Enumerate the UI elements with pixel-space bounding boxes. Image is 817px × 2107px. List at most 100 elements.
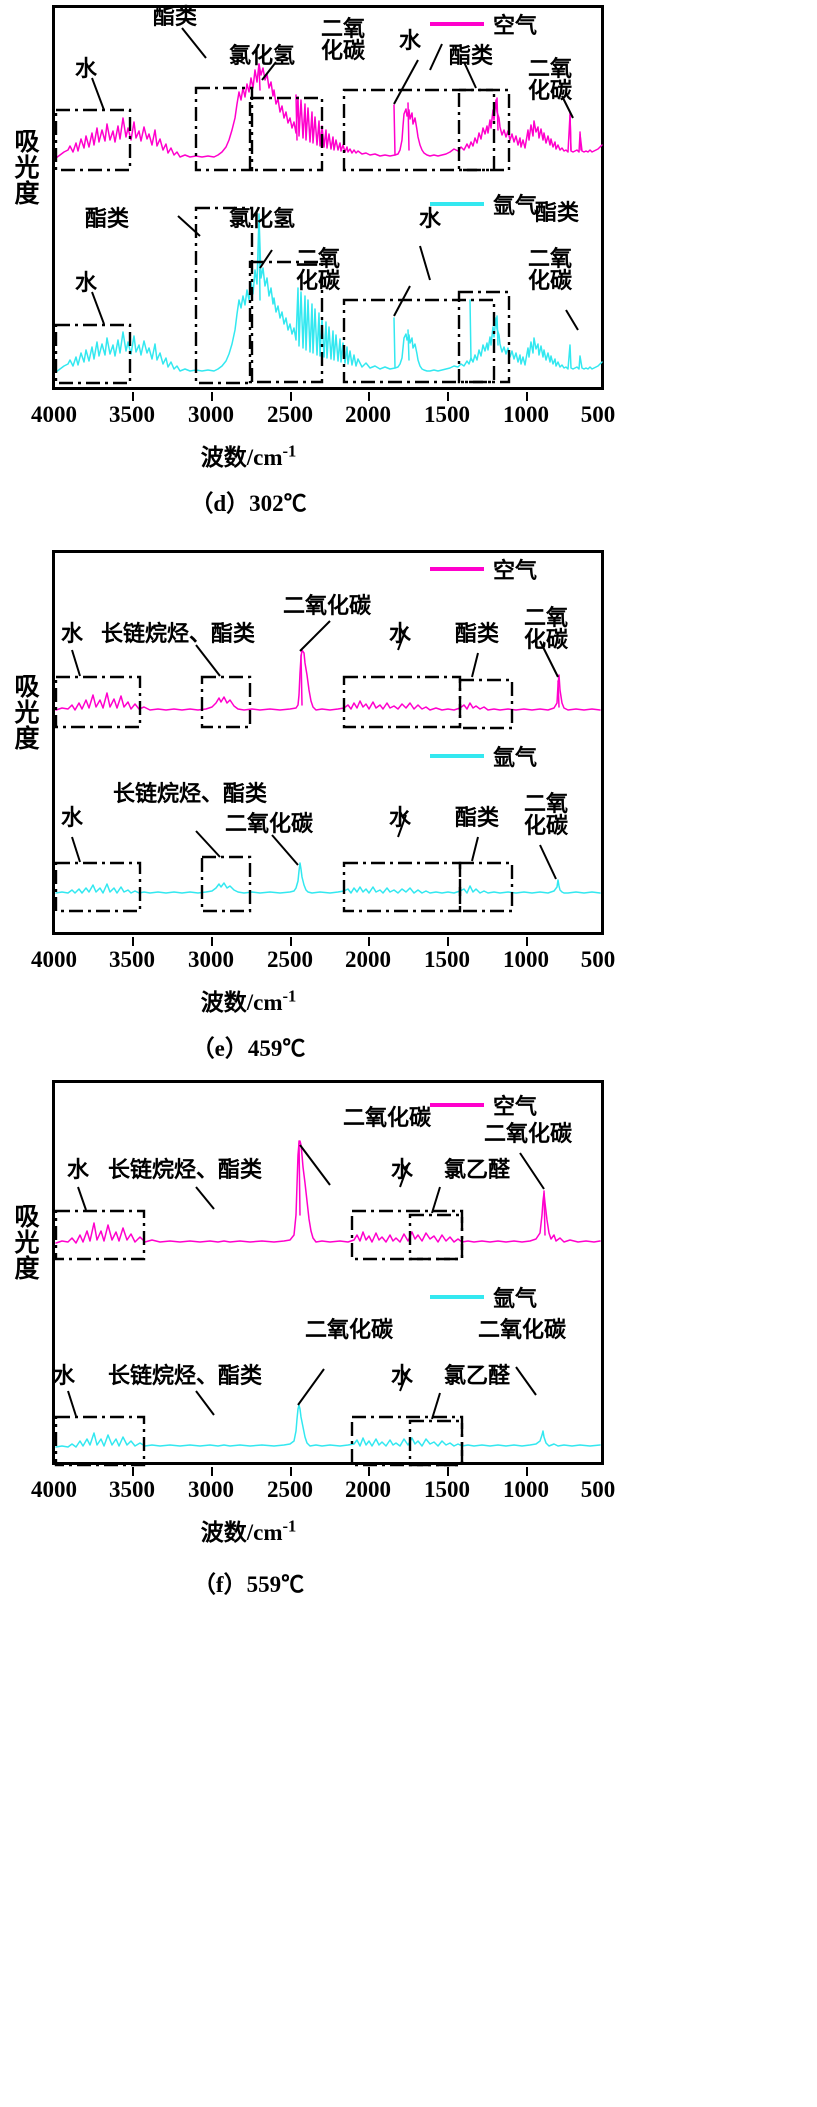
annotation-ester-air-e: 酯类 [454, 621, 499, 646]
region-box-ester-argon-e [458, 861, 514, 913]
legend-air-f[interactable]: 空气 [430, 1089, 537, 1121]
leader-water2-argon-e [397, 814, 407, 838]
leader-ester-air-e [471, 652, 479, 678]
region-box-ester-air-d [194, 86, 254, 172]
curve-air-f [55, 1140, 601, 1244]
legend-label-air-e: 空气 [493, 558, 538, 583]
annotation-water-air-d: 水 [74, 56, 97, 81]
region-box-chloroacet-air-f [408, 1213, 464, 1261]
annotation-water2-argon-f: 水 [390, 1363, 413, 1388]
annotation-alkane-air-f: 长链烷烃、酯类 [107, 1157, 262, 1182]
region-box-ester2-air-d [457, 88, 511, 172]
x-ticks-d: 4000 3500 3000 2500 2000 1500 1000 500 [0, 392, 817, 432]
annotation-co2b-argon-f: 二氧化碳 [477, 1317, 566, 1342]
annotation-water-argon-d: 水 [74, 270, 97, 295]
annotation-co2-argon-d: 二氧 化碳 [295, 246, 340, 293]
annotation-ester2-argon-d: 酯类 [534, 200, 579, 225]
x-axis-title-sup: -1 [282, 986, 297, 1006]
plot-frame-f [52, 1080, 604, 1465]
legend-line-argon-e [430, 754, 484, 758]
region-box-water2-air-f [350, 1209, 464, 1261]
legend-argon-d[interactable]: 氩气 [430, 188, 537, 220]
annotation-water2-air-e: 水 [388, 621, 411, 646]
x-tick-label: 3000 [188, 1477, 234, 1502]
x-tick-label: 2000 [345, 1477, 391, 1502]
x-tick-label: 2000 [345, 402, 391, 427]
curve-air-e [55, 649, 601, 711]
leader-co2-air-e [299, 620, 331, 652]
annotation-chloroacet-argon-f: 氯乙醛 [443, 1363, 510, 1388]
leader-co2-argon-f [297, 1368, 325, 1406]
panel-caption-d: （d）302℃ [190, 491, 307, 516]
annotation-co2-argon-f: 二氧化碳 [304, 1317, 393, 1342]
region-box-water-air-e [54, 675, 142, 729]
tickmark [526, 937, 528, 946]
x-axis-title-d: 波数/cm-1 [0, 438, 657, 472]
leader-co2b-argon-d [565, 309, 579, 331]
panel-f: 吸光度 空气 氩气 水 [0, 1075, 817, 2107]
region-box-water-air-f [54, 1209, 146, 1261]
leader-water-argon-d [91, 291, 105, 325]
x-tick-label: 1500 [424, 947, 470, 972]
region-box-hcl-argon-d [248, 260, 324, 384]
leader-water2-air-f [399, 1164, 409, 1188]
x-tick-label: 1500 [424, 1477, 470, 1502]
legend-air-e[interactable]: 空气 [430, 553, 537, 585]
plot-frame-d [52, 5, 604, 390]
region-box-water2-argon-e [342, 861, 462, 913]
x-tick-label: 3500 [109, 947, 155, 972]
x-axis-title-e: 波数/cm-1 [0, 983, 657, 1017]
leader-water-air-f [77, 1186, 87, 1211]
legend-label-argon-e: 氩气 [493, 745, 538, 770]
tickmark [447, 392, 449, 401]
tickmark [132, 392, 134, 401]
annotation-hcl-argon-d: 氯化氢 [228, 206, 295, 231]
x-tick-label: 1000 [503, 1477, 549, 1502]
region-box-water2-air-d [342, 88, 496, 172]
legend-line-air-d [430, 22, 484, 26]
legend-label-air-d: 空气 [493, 13, 538, 38]
legend-air-d[interactable]: 空气 [430, 8, 537, 40]
annotation-water2-argon-e: 水 [388, 805, 411, 830]
plot-svg-e [54, 620, 601, 913]
legend-argon-e[interactable]: 氩气 [430, 740, 537, 772]
region-box-chloroacet-argon-f [408, 1419, 464, 1467]
annotation-hcl-air-d: 氯化氢 [228, 43, 295, 68]
region-box-ester-air-e [458, 678, 514, 730]
region-box-hcl-air-d [248, 96, 324, 172]
annotation-ester-argon-e: 酯类 [454, 805, 499, 830]
x-tick-label: 3000 [188, 402, 234, 427]
tickmark [447, 1467, 449, 1476]
legend-line-air-e [430, 567, 484, 571]
x-axis-title-text: 波数/cm [200, 990, 283, 1015]
legend-label-argon-d: 氩气 [493, 193, 538, 218]
leader-water-argon-e [71, 836, 81, 863]
x-axis-title-text: 波数/cm [200, 1520, 283, 1545]
region-box-water-argon-d [54, 323, 132, 385]
panel-e: 吸光度 空气 [0, 545, 817, 1065]
leader-co2b-argon-e [539, 844, 557, 880]
region-box-water-argon-e [54, 861, 142, 913]
annotation-chloroacet-air-f: 氯乙醛 [443, 1157, 510, 1182]
leader-co2b-air-f [519, 1152, 545, 1190]
x-tick-label: 2000 [345, 947, 391, 972]
leader-water-argon-f [67, 1390, 77, 1417]
x-tick-label: 500 [580, 947, 616, 972]
leader-ester-argon-e [471, 836, 479, 862]
annotation-ester-argon-d: 酯类 [84, 206, 129, 231]
leader-co2-argon-e [271, 834, 299, 866]
leader-co2b-air-e [539, 640, 559, 678]
y-axis-label-f: 吸光度 [11, 1203, 38, 1281]
legend-argon-f[interactable]: 氩气 [430, 1281, 537, 1313]
annotation-co2b-air-d: 二氧 化碳 [527, 56, 572, 103]
legend-line-argon-d [430, 202, 484, 206]
annotation-water-air-e: 水 [60, 621, 83, 646]
leader-alkane-argon-f [195, 1390, 215, 1416]
region-box-water-argon-f [54, 1415, 146, 1467]
leader-ester-argon-d [177, 215, 201, 237]
leader-chloroacet-air-f [431, 1186, 441, 1214]
tickmark [290, 1467, 292, 1476]
leader-water2-air-d [429, 43, 443, 71]
legend-label-air-f: 空气 [493, 1094, 538, 1119]
legend-label-argon-f: 氩气 [493, 1286, 538, 1311]
